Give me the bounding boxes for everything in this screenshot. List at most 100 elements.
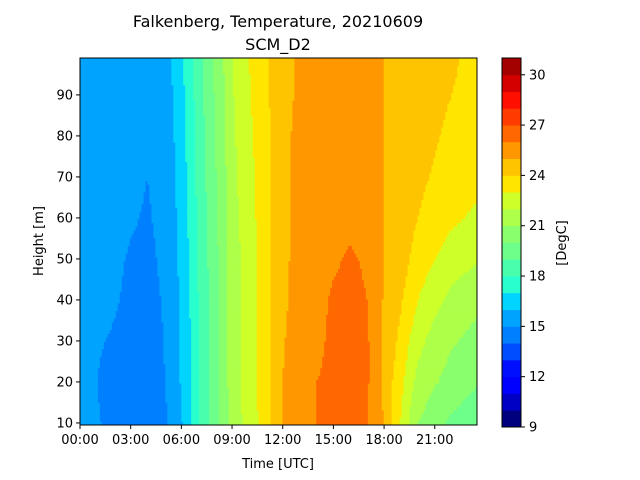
contour-cell: [457, 73, 477, 78]
contour-cell: [218, 302, 228, 308]
contour-cell: [270, 371, 284, 376]
contour-cell: [80, 165, 176, 170]
contour-cell: [254, 195, 272, 201]
contour-cell: [250, 84, 270, 90]
contour-cell: [270, 264, 290, 269]
contour-cell: [383, 58, 460, 63]
contour-cell: [183, 421, 192, 425]
contour-cell: [171, 80, 184, 86]
contour-cell: [240, 375, 258, 380]
contour-cell: [173, 103, 186, 109]
contour-cell: [369, 348, 383, 353]
contour-cell: [218, 367, 228, 373]
contour-cell: [234, 100, 252, 105]
contour-cell: [292, 122, 385, 128]
contour-cell: [431, 321, 472, 327]
contour-cell: [80, 153, 176, 158]
contour-cell: [240, 272, 258, 277]
contour-cell: [207, 249, 220, 254]
contour-cell: [256, 386, 272, 392]
contour-cell: [270, 348, 286, 353]
contour-cell: [226, 279, 242, 285]
contour-cell: [203, 80, 214, 86]
contour-cell: [270, 394, 284, 399]
contour-cell: [189, 237, 198, 243]
contour-cell: [361, 272, 385, 277]
contour-cell: [254, 161, 272, 166]
contour-cell: [236, 149, 254, 155]
contour-cell: [119, 295, 162, 300]
contour-cell: [236, 187, 256, 193]
contour-cell: [191, 421, 200, 425]
contour-cell: [214, 96, 226, 101]
contour-cell: [391, 398, 403, 403]
contour-cell: [457, 340, 477, 346]
contour-cell: [427, 272, 464, 277]
contour-cell: [383, 168, 432, 174]
y-tick-label: 30: [56, 334, 73, 349]
contour-cell: [429, 176, 477, 181]
contour-cell: [218, 272, 228, 277]
contour-cell: [111, 325, 164, 331]
contour-cell: [381, 356, 397, 361]
contour-cell: [228, 413, 244, 418]
contour-cell: [80, 421, 103, 425]
contour-cell: [177, 260, 190, 266]
y-tick-label: 20: [56, 375, 73, 390]
contour-cell: [183, 58, 194, 63]
contour-cell: [187, 168, 196, 174]
contour-cell: [177, 256, 190, 262]
contour-cell: [252, 115, 272, 120]
contour-cell: [205, 126, 216, 132]
contour-cell: [268, 96, 295, 101]
contour-cell: [199, 409, 210, 415]
contour-cell: [367, 390, 383, 396]
contour-cell: [165, 367, 180, 373]
contour-cell: [415, 367, 444, 373]
contour-cell: [238, 214, 256, 220]
contour-cell: [330, 287, 367, 292]
contour-cell: [195, 172, 206, 178]
contour-cell: [209, 386, 220, 392]
contour-cell: [411, 249, 440, 254]
contour-cell: [383, 61, 460, 67]
contour-cell: [330, 291, 367, 296]
contour-cell: [250, 111, 272, 116]
contour-cell: [185, 84, 194, 90]
contour-cell: [129, 237, 157, 243]
contour-cell: [216, 168, 228, 174]
colorbar-segment: [502, 208, 521, 227]
colorbar-segment: [502, 91, 521, 109]
contour-cell: [197, 218, 208, 223]
contour-cell: [187, 222, 198, 227]
contour-cell: [175, 187, 188, 193]
contour-cell: [465, 329, 477, 334]
contour-cell: [232, 69, 250, 74]
contour-cell: [240, 325, 258, 331]
contour-cell: [177, 268, 190, 273]
contour-cell: [383, 103, 448, 109]
contour-cell: [417, 360, 448, 365]
contour-cell: [381, 352, 397, 357]
contour-cell: [292, 115, 385, 120]
contour-cell: [240, 360, 258, 365]
contour-cell: [383, 119, 444, 124]
contour-cell: [383, 237, 415, 243]
contour-cell: [173, 92, 186, 97]
contour-cell: [240, 371, 258, 376]
contour-cell: [248, 58, 270, 63]
contour-cell: [383, 283, 407, 288]
contour-cell: [258, 409, 272, 415]
contour-cell: [218, 352, 228, 357]
contour-cell: [445, 115, 477, 120]
contour-cell: [218, 363, 228, 369]
contour-cell: [383, 134, 440, 139]
contour-cell: [177, 252, 190, 258]
contour-cell: [177, 249, 190, 254]
contour-cell: [403, 295, 421, 300]
contour-cell: [214, 134, 226, 139]
contour-cell: [226, 207, 240, 212]
contour-cell: [203, 77, 214, 82]
contour-cell: [212, 69, 224, 74]
contour-cell: [101, 421, 168, 425]
